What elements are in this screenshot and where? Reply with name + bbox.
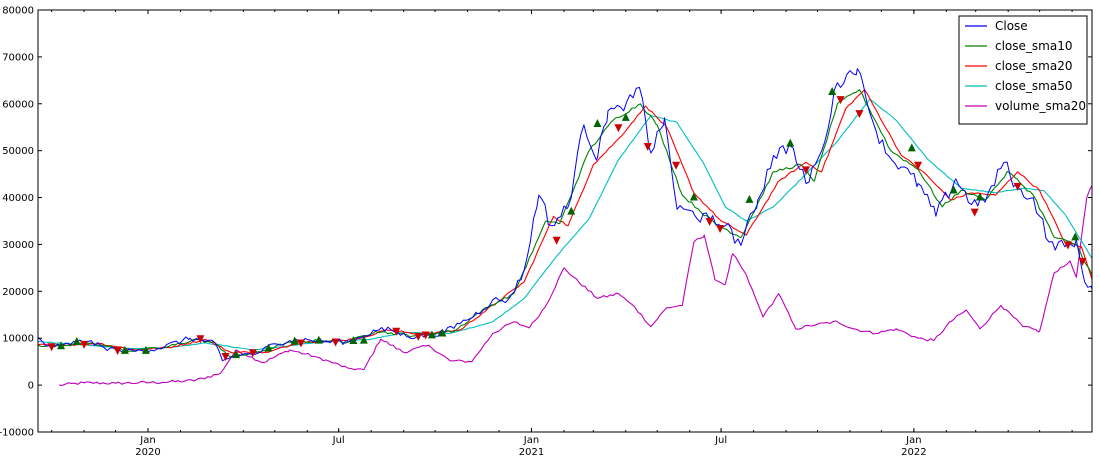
buy-marker xyxy=(314,335,323,344)
sell-marker xyxy=(1013,182,1022,191)
buy-marker xyxy=(786,138,795,147)
legend-label: volume_sma20 xyxy=(995,99,1086,113)
legend-label: Close xyxy=(995,19,1028,33)
sell-marker xyxy=(552,236,561,245)
buy-marker xyxy=(567,206,576,215)
buy-marker xyxy=(359,335,368,344)
y-tick-label: 20000 xyxy=(2,287,34,298)
y-tick-label: 80000 xyxy=(2,6,34,17)
buy-marker xyxy=(745,194,754,203)
buy-marker xyxy=(120,345,129,354)
buy-marker xyxy=(828,87,837,96)
y-tick-label: -10000 xyxy=(0,428,34,439)
sell-marker xyxy=(914,161,923,170)
legend-label: close_sma10 xyxy=(995,39,1072,53)
sell-marker xyxy=(970,208,979,217)
y-tick-label: 10000 xyxy=(2,334,34,345)
buy-marker xyxy=(232,350,241,359)
buy-marker xyxy=(72,336,81,345)
sell-marker xyxy=(836,96,845,105)
series-line-close-sma50 xyxy=(38,98,1092,351)
buy-marker xyxy=(621,112,630,121)
y-tick-label: 60000 xyxy=(2,99,34,110)
x-tick-label: Jul xyxy=(332,435,345,446)
series-lines xyxy=(38,68,1092,386)
axes-frame xyxy=(37,9,1093,433)
buy-marker xyxy=(438,328,447,337)
y-tick-label: 50000 xyxy=(2,146,34,157)
buy-marker xyxy=(949,185,958,194)
sell-marker xyxy=(47,343,56,352)
y-tick-label: 70000 xyxy=(2,52,34,63)
legend-label: close_sma50 xyxy=(995,79,1072,93)
buy-marker xyxy=(593,118,602,127)
buy-marker xyxy=(689,192,698,201)
axes: -10000 0 10000 20000 30000 40000 50000 60000 700… xyxy=(0,6,1093,458)
series-line-close-sma20 xyxy=(38,89,1092,354)
buy-marker xyxy=(1071,232,1080,241)
y-tick-label: 40000 xyxy=(2,193,34,204)
x-tick-label: Jan xyxy=(139,435,155,446)
series-line-Close xyxy=(38,68,1092,362)
x-tick-label: Jan xyxy=(905,435,921,446)
x-tick-year-label: 2022 xyxy=(901,447,926,458)
buy-marker xyxy=(975,192,984,201)
plot-area xyxy=(38,68,1092,386)
legend-label: close_sma20 xyxy=(995,59,1072,73)
buy-marker xyxy=(264,343,273,352)
sell-marker xyxy=(1078,257,1087,266)
sell-marker xyxy=(855,110,864,119)
sell-marker xyxy=(672,161,681,170)
sell-marker xyxy=(414,332,423,341)
sell-marker xyxy=(1063,241,1072,250)
sell-marker xyxy=(643,142,652,151)
legend: Close close_sma10 close_sma20 close_sma50vo… xyxy=(958,15,1088,125)
sell-marker xyxy=(113,346,122,355)
buy-marker xyxy=(57,341,66,350)
sell-marker xyxy=(196,335,205,344)
sell-marker xyxy=(331,338,340,347)
y-tick-label: 30000 xyxy=(2,240,34,251)
x-tick-year-label: 2021 xyxy=(519,447,544,458)
x-tick-year-label: 2020 xyxy=(135,447,160,458)
buy-marker xyxy=(349,336,358,345)
x-tick-label: Jan xyxy=(523,435,539,446)
sell-marker xyxy=(614,124,623,133)
sell-marker xyxy=(421,331,430,340)
buy-marker xyxy=(141,345,150,354)
series-line-close-sma10 xyxy=(38,89,1092,358)
sell-marker xyxy=(80,340,89,349)
sell-marker xyxy=(221,353,230,362)
sell-marker xyxy=(705,218,714,226)
x-tick-label: Jul xyxy=(714,435,727,446)
signal-markers xyxy=(47,87,1087,362)
buy-marker xyxy=(290,336,299,345)
sell-marker xyxy=(392,327,401,336)
sell-marker xyxy=(801,166,810,175)
y-tick-label: 0 xyxy=(28,381,34,392)
sell-marker xyxy=(248,349,257,358)
buy-marker xyxy=(427,330,436,339)
buy-marker xyxy=(907,143,916,152)
series-line-volume-sma20 xyxy=(58,185,1092,386)
sell-marker xyxy=(716,225,725,234)
sell-marker xyxy=(296,339,305,348)
